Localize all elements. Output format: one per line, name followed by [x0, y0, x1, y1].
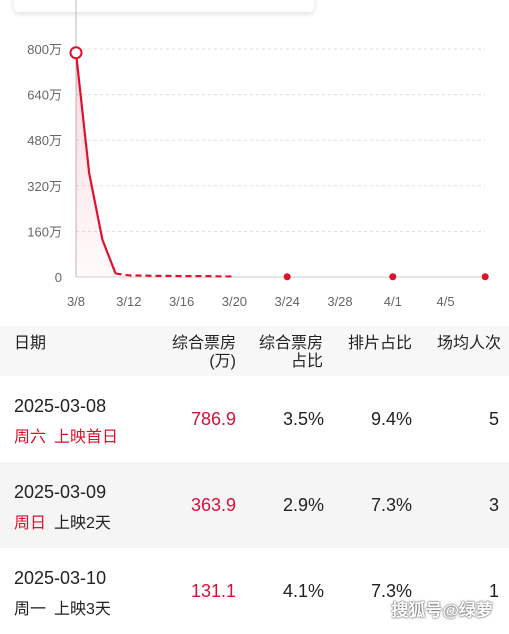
row-weekday: 周六 — [14, 429, 47, 446]
y-tick-label: 640万 — [27, 88, 62, 103]
header-box-office-unit: (万) — [209, 353, 236, 370]
row-weekday: 周日 — [14, 515, 47, 532]
y-tick-label: 320万 — [27, 179, 62, 194]
header-box-share-line2: 占比 — [290, 353, 323, 370]
header-box-office-line1: 综合票房 — [171, 335, 236, 352]
box-office-trend-chart: 800万 640万 480万 320万 160万 0 3/8 3/12 3/16 3/20 3/24… — [27, 0, 489, 309]
data-point — [389, 273, 397, 281]
row-box-share: 2.9% — [282, 495, 324, 515]
table-header: 日期 综合票房 (万) 综合票房 占比 排片占比 场均人次 — [0, 326, 509, 376]
row-day-info: 周六 上映首日 — [14, 423, 118, 447]
row-screen-share: 7.3% — [370, 495, 412, 515]
x-tick-label: 3/16 — [169, 294, 194, 309]
table-row[interactable]: 2025-03-08 周六 上映首日 786.9 3.5% 9.4% 5 — [0, 376, 509, 462]
row-avg-attendance: 1 — [488, 581, 499, 601]
highlighted-point — [69, 46, 83, 60]
row-box-office: 786.9 — [190, 409, 236, 429]
row-release-day: 上映3天 — [54, 601, 111, 618]
header-screen-share[interactable]: 排片占比 — [347, 335, 412, 352]
series-line-dashed — [115, 272, 235, 278]
series-line — [74, 52, 117, 274]
table-row[interactable]: 2025-03-10 周一 上映3天 131.1 4.1% 7.3% 1 — [0, 548, 509, 634]
x-tick-label: 3/28 — [327, 294, 352, 309]
data-point — [283, 273, 291, 281]
data-point — [481, 273, 489, 281]
header-box-share[interactable]: 综合票房 占比 — [259, 335, 323, 371]
row-screen-share: 7.3% — [370, 581, 412, 601]
x-tick-label: 3/12 — [116, 294, 141, 309]
row-day-info: 周一 上映3天 — [14, 595, 111, 619]
row-date: 2025-03-10 — [14, 568, 107, 588]
row-screen-share: 9.4% — [370, 409, 412, 429]
x-tick-label: 3/24 — [275, 294, 300, 309]
header-box-share-line1: 综合票房 — [258, 335, 323, 352]
table-row[interactable]: 2025-03-09 周日 上映2天 363.9 2.9% 7.3% 3 — [0, 462, 509, 548]
row-box-office: 363.9 — [190, 495, 236, 515]
box-office-table: 日期 综合票房 (万) 综合票房 占比 排片占比 场均人次 2025-03-08… — [0, 326, 509, 634]
y-tick-label: 800万 — [27, 42, 62, 57]
x-tick-label: 4/1 — [384, 294, 402, 309]
row-box-office: 131.1 — [190, 581, 236, 601]
row-weekday: 周一 — [14, 601, 47, 618]
header-box-office[interactable]: 综合票房 (万) — [172, 335, 236, 371]
chart-tooltip-card — [14, 0, 314, 12]
header-date[interactable]: 日期 — [14, 335, 47, 352]
row-day-info: 周日 上映2天 — [14, 509, 111, 533]
y-tick-label: 480万 — [27, 133, 62, 148]
row-box-share: 3.5% — [282, 409, 324, 429]
y-tick-label: 160万 — [27, 224, 62, 239]
y-tick-label: 0 — [55, 270, 62, 285]
x-tick-label: 3/8 — [67, 294, 85, 309]
row-release-day: 上映2天 — [54, 515, 111, 532]
row-date: 2025-03-09 — [14, 482, 107, 502]
row-avg-attendance: 5 — [488, 409, 499, 429]
row-release-day: 上映首日 — [54, 429, 119, 446]
x-tick-label: 3/20 — [222, 294, 247, 309]
row-avg-attendance: 3 — [488, 495, 499, 515]
series-area-fill — [76, 52, 116, 277]
watermark: 搜狐号@绿萝 — [391, 601, 493, 620]
x-tick-label: 4/5 — [437, 294, 455, 309]
header-avg-attendance[interactable]: 场均人次 — [436, 335, 501, 352]
row-date: 2025-03-08 — [14, 396, 107, 416]
row-box-share: 4.1% — [282, 581, 324, 601]
